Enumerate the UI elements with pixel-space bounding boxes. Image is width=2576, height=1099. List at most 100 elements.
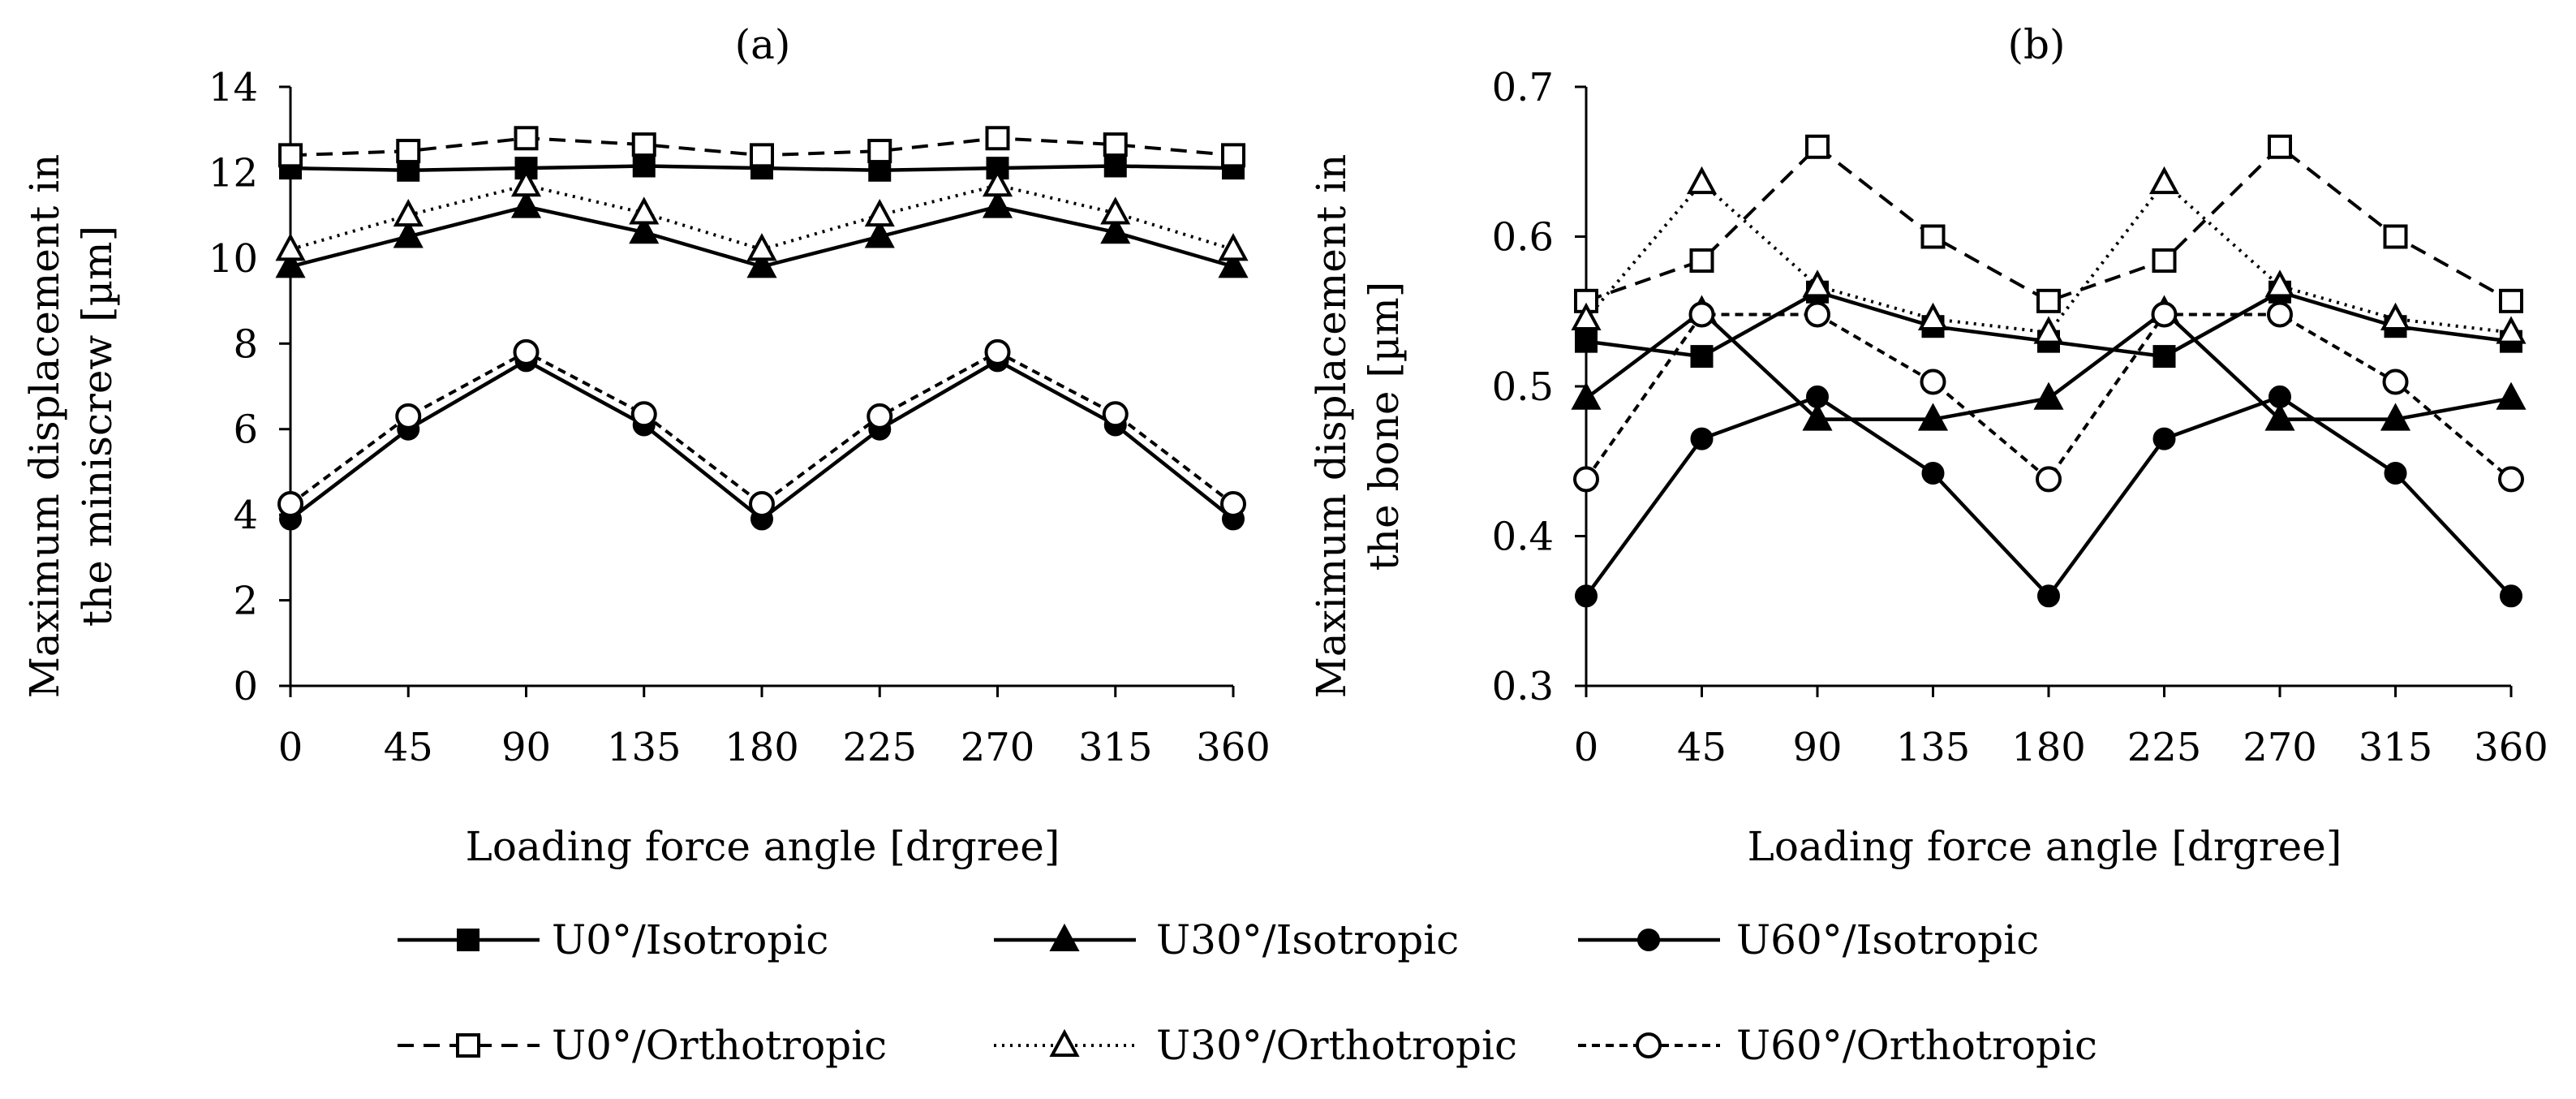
panel-a-point-u30-isotropic (746, 250, 777, 278)
panel-a-x-tick-label: 315 (1078, 725, 1153, 770)
panel-a-point-u30-isotropic (275, 250, 306, 278)
legend-marker-u60-orthotropic (1636, 1032, 1662, 1058)
panel-a-x-tick-label: 360 (1196, 725, 1271, 770)
panel-a-point-u0-orthotropic (1103, 132, 1128, 157)
panel-a-x-axis-title: Loading force angle [drgree] (466, 823, 1060, 870)
panel-a-x-tick-label: 270 (961, 725, 1035, 770)
panel-b-point-u30-isotropic (2033, 381, 2064, 410)
panel-a-y-tick-label: 8 (233, 321, 258, 367)
panel-a-x-tick-label: 135 (607, 725, 682, 770)
panel-b-point-u0-orthotropic (1689, 248, 1714, 274)
panel-a-point-u0-isotropic (632, 154, 656, 178)
panel-a-point-u30-orthotropic (1100, 196, 1131, 225)
panel-b-point-u30-orthotropic (1802, 269, 1833, 298)
panel-a-point-u30-isotropic (393, 220, 424, 248)
legend-label-u60-orthotropic: U60°/Orthotropic (1736, 1022, 2097, 1069)
panel-a-point-u30-orthotropic (1218, 233, 1249, 261)
panel-a-x-tick-label: 45 (384, 725, 433, 770)
panel-b-y-tick-label: 0.4 (1492, 515, 1554, 560)
panel-b-point-u0-orthotropic (1920, 224, 1946, 249)
panel-b-point-u0-orthotropic (2268, 134, 2292, 159)
legend-marker-u0-orthotropic (456, 1033, 480, 1058)
panel-b-point-u30-orthotropic (2380, 302, 2411, 330)
panel-b-point-u60-isotropic (1690, 427, 1714, 450)
panel-a-point-u0-orthotropic (514, 126, 539, 151)
panel-a-point-u60-orthotropic (984, 338, 1011, 365)
panel-b-point-u60-orthotropic (2498, 466, 2524, 493)
panel-b-point-u60-orthotropic (2151, 301, 2178, 328)
legend-item-u0-orthotropic: U0°/Orthotropic (398, 1022, 887, 1069)
panel-b-point-u0-isotropic (1575, 330, 1598, 353)
panel-b-point-u30-orthotropic (1917, 302, 1949, 330)
panel-a-x-tick-label: 90 (501, 725, 551, 770)
legend-swatch-u60-orthotropic (1578, 1032, 1720, 1058)
panel-b-point-u30-orthotropic (1686, 166, 1718, 195)
panel-a-point-u0-isotropic (1103, 154, 1127, 178)
panel-b-point-u60-orthotropic (2036, 466, 2062, 493)
panel-b-point-u60-orthotropic (1688, 301, 1715, 328)
panel-b-point-u30-isotropic (2496, 381, 2527, 410)
panel-b-series-line-u60-orthotropic (1585, 312, 2513, 481)
panel-a-point-u0-orthotropic (867, 139, 892, 164)
panel-a-point-u60-orthotropic (277, 490, 303, 517)
panel-a-point-u30-isotropic (629, 216, 660, 244)
panel-b-point-u60-orthotropic (2267, 301, 2293, 328)
panel-a-point-u0-orthotropic (278, 143, 303, 168)
panel-b-x-tick-label: 45 (1677, 725, 1727, 770)
panel-b-x-tick-label: 180 (2011, 725, 2086, 770)
panel-a-point-u0-isotropic (868, 158, 892, 182)
legend-swatch-u30-orthotropic (994, 1028, 1136, 1057)
panel-b-point-u0-orthotropic (2499, 288, 2523, 313)
legend-marker-u30-orthotropic (1049, 1028, 1080, 1057)
panel-a-point-u30-isotropic (1218, 250, 1249, 278)
panel-b-point-u0-isotropic (1690, 345, 1714, 368)
panel-b-x-axis-title: Loading force angle [drgree] (1748, 823, 2342, 870)
panel-a-point-u60-orthotropic (630, 401, 657, 428)
legend-swatch-u30-isotropic (994, 923, 1136, 951)
panel-b-point-u30-orthotropic (2033, 316, 2064, 344)
legend-item-u30-orthotropic: U30°/Orthotropic (994, 1022, 1517, 1069)
panel-a-point-u0-isotropic (397, 158, 420, 182)
panel-b-point-u60-isotropic (1921, 462, 1945, 485)
panel-a-point-u30-isotropic (1100, 216, 1131, 244)
panel-b-point-u0-orthotropic (2383, 224, 2408, 249)
panel-a-marks: 0 2 4 6 8 10 12 14 0 45 90 135 180 225 270 315 360 (209, 65, 1271, 770)
panel-a-point-u60-orthotropic (395, 403, 422, 429)
panel-a-point-u0-orthotropic (1221, 143, 1245, 168)
legend-swatch-u60-isotropic (1578, 929, 1720, 951)
panel-a-point-u0-orthotropic (985, 126, 1010, 151)
panel-a-point-u60-orthotropic (749, 490, 775, 517)
legend-marker-u30-isotropic (1049, 923, 1080, 951)
panel-a-point-u30-orthotropic (393, 198, 424, 227)
panel-b-y-tick-label: 0.7 (1492, 65, 1554, 110)
legend-item-u60-orthotropic: U60°/Orthotropic (1578, 1022, 2097, 1069)
panel-a-y-axis-title-line2: the miniscrew [µm] (74, 226, 121, 627)
panel-a-point-u30-orthotropic (864, 198, 895, 227)
panel-a-y-tick-label: 12 (209, 150, 258, 196)
panel-a-point-u30-orthotropic (982, 169, 1013, 197)
panel-b-point-u60-orthotropic (1804, 301, 1830, 328)
panel-b-point-u60-isotropic (2269, 385, 2291, 408)
panel-b-series-line-u0-orthotropic (1585, 144, 2512, 303)
panel-b-point-u30-orthotropic (2496, 316, 2527, 344)
panel-b-point-u30-isotropic (1802, 403, 1833, 431)
legend-swatch-u0-isotropic (398, 929, 540, 951)
panel-a-point-u60-orthotropic (1102, 401, 1129, 428)
panel-b-point-u30-isotropic (2380, 403, 2411, 431)
legend-item-u60-isotropic: U60°/Isotropic (1578, 916, 2039, 963)
legend-marker-u60-isotropic (1637, 929, 1660, 951)
panel-a-point-u30-orthotropic (746, 233, 777, 261)
panel-a-point-u0-isotropic (514, 157, 538, 180)
panel-b-x-tick-label: 135 (1896, 725, 1971, 770)
panel-a-y-tick-label: 4 (233, 493, 258, 538)
legend-item-u0-isotropic: U0°/Isotropic (398, 916, 828, 963)
panel-a-point-u0-orthotropic (396, 139, 421, 164)
panel-b-y-tick-label: 0.3 (1492, 664, 1554, 709)
panel-b-point-u30-orthotropic (2148, 166, 2180, 195)
legend-label-u60-isotropic: U60°/Isotropic (1736, 916, 2039, 963)
panel-b-label: (b) (2007, 21, 2065, 68)
panel-a-y-tick-label: 0 (233, 664, 258, 709)
panel-b-point-u60-orthotropic (2382, 368, 2409, 395)
